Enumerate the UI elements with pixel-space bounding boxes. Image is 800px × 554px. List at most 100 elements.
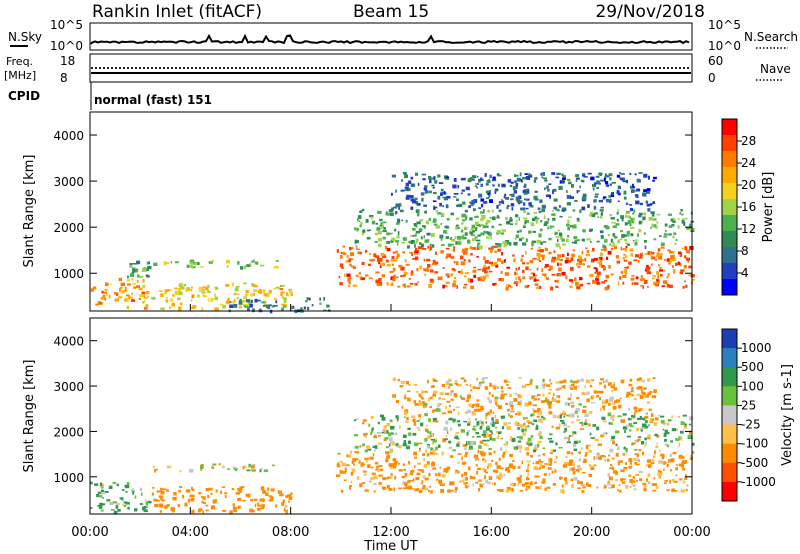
scatter-cell	[556, 209, 560, 212]
scatter-cell	[503, 259, 506, 263]
scatter-cell	[594, 182, 597, 185]
scatter-cell	[503, 443, 508, 446]
scatter-cell	[404, 174, 408, 178]
scatter-cell	[470, 204, 474, 207]
scatter-cell	[390, 259, 395, 262]
scatter-cell	[463, 283, 468, 286]
scatter-cell	[432, 393, 436, 397]
scatter-cell	[407, 480, 411, 482]
scatter-cell	[405, 264, 410, 266]
scatter-cell	[495, 405, 498, 407]
scatter-cell	[202, 294, 205, 296]
scatter-cell	[507, 380, 511, 383]
scatter-cell	[646, 203, 651, 207]
scatter-cell	[688, 274, 691, 276]
scatter-cell	[356, 451, 360, 454]
scatter-cell	[536, 267, 539, 271]
scatter-cell	[638, 470, 644, 473]
scatter-cell	[673, 269, 675, 273]
scatter-cell	[200, 465, 204, 469]
scatter-cell	[478, 383, 482, 387]
scatter-cell	[456, 198, 459, 202]
scatter-cell	[684, 459, 688, 464]
scatter-cell	[666, 283, 670, 288]
colorbar-cell	[722, 405, 737, 426]
scatter-cell	[473, 266, 477, 269]
scatter-cell	[182, 494, 184, 499]
scatter-cell	[612, 418, 614, 421]
scatter-cell	[671, 265, 674, 268]
scatter-cell	[692, 442, 695, 446]
scatter-cell	[445, 256, 448, 259]
scatter-cell	[645, 394, 649, 398]
scatter-cell	[172, 496, 177, 501]
scatter-cell	[691, 279, 695, 281]
scatter-cell	[498, 209, 502, 213]
scatter-cell	[518, 266, 520, 270]
scatter-cell	[118, 296, 123, 299]
scatter-cell	[390, 473, 393, 476]
range-time-patch	[151, 485, 293, 515]
scatter-cell	[240, 266, 244, 270]
scatter-cell	[479, 420, 482, 424]
scatter-cell	[137, 274, 140, 278]
scatter-cell	[366, 459, 368, 463]
scatter-cell	[427, 245, 430, 249]
scatter-cell	[421, 397, 424, 400]
scatter-cell	[172, 294, 175, 297]
scatter-cell	[555, 176, 558, 179]
scatter-cell	[539, 228, 543, 232]
scatter-cell	[390, 432, 394, 435]
scatter-cell	[134, 508, 138, 512]
scatter-cell	[617, 461, 620, 466]
scatter-cell	[628, 429, 632, 432]
scatter-cell	[597, 390, 602, 394]
scatter-cell	[210, 493, 213, 495]
scatter-cell	[397, 231, 400, 235]
scatter-cell	[563, 461, 569, 465]
scatter-cell	[561, 238, 565, 242]
scatter-cell	[609, 198, 612, 203]
scatter-cell	[489, 437, 492, 441]
scatter-cell	[492, 469, 496, 473]
scatter-cell	[538, 431, 542, 435]
scatter-cell	[570, 257, 574, 261]
scatter-cell	[518, 424, 522, 427]
scatter-cell	[544, 487, 547, 491]
scatter-cell	[283, 299, 287, 303]
scatter-cell	[388, 209, 394, 212]
scatter-cell	[651, 395, 656, 399]
scatter-cell	[526, 460, 531, 463]
scatter-cell	[590, 402, 596, 404]
scatter-cell	[623, 196, 627, 200]
scatter-cell	[404, 285, 406, 288]
scatter-cell	[477, 183, 480, 185]
scatter-cell	[380, 414, 384, 418]
scatter-cell	[535, 426, 539, 430]
scatter-cell	[422, 453, 426, 456]
scatter-cell	[425, 267, 429, 272]
scatter-cell	[525, 487, 528, 489]
scatter-cell	[620, 419, 626, 423]
scatter-cell	[366, 229, 370, 232]
scatter-cell	[419, 418, 422, 421]
scatter-cell	[468, 259, 471, 263]
scatter-cell	[524, 482, 528, 485]
scatter-cell	[197, 510, 201, 513]
scatter-cell	[544, 187, 546, 191]
scatter-cell	[688, 423, 692, 426]
scatter-cell	[359, 252, 362, 255]
scatter-cell	[454, 435, 459, 439]
scatter-cell	[629, 204, 632, 206]
scatter-cell	[517, 394, 521, 398]
scatter-cell	[611, 222, 616, 224]
scatter-cell	[662, 422, 667, 425]
scatter-cell	[561, 181, 565, 184]
scatter-cell	[586, 250, 589, 253]
scatter-cell	[248, 463, 251, 468]
scatter-cell	[343, 479, 347, 481]
scatter-cell	[486, 219, 491, 224]
scatter-cell	[658, 414, 660, 417]
scatter-cell	[662, 280, 668, 285]
y-tick-label: 1000	[53, 267, 84, 281]
